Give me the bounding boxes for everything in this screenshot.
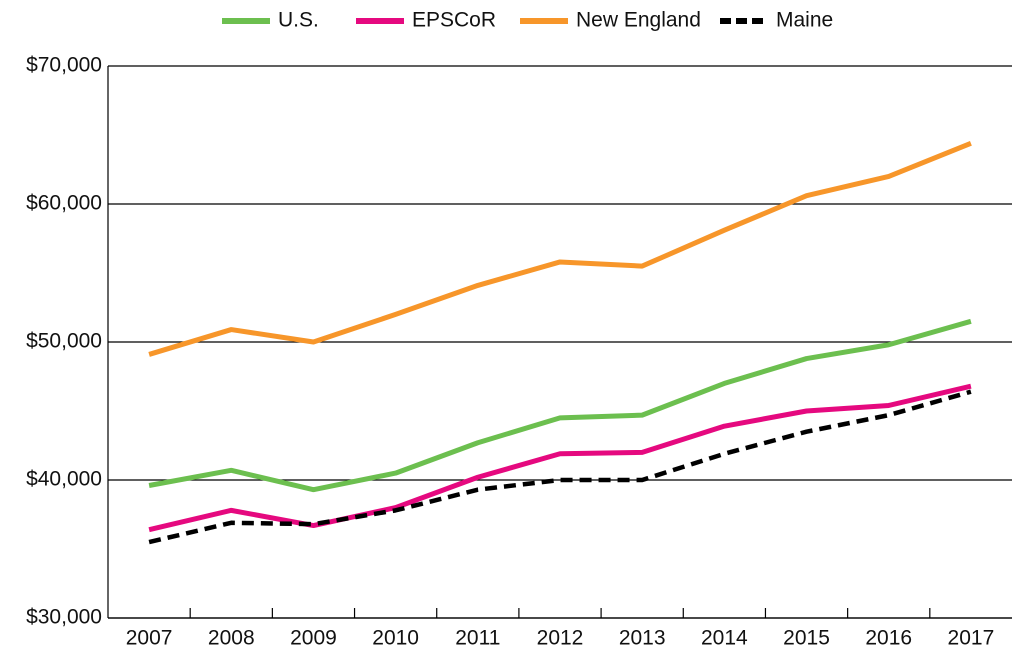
x-tick-label: 2017 <box>948 627 995 650</box>
x-tick-label: 2007 <box>126 627 173 650</box>
x-tick-label: 2010 <box>372 627 419 650</box>
x-tick-label: 2015 <box>783 627 830 650</box>
legend-label: EPSCoR <box>412 9 496 32</box>
x-tick-label: 2012 <box>537 627 584 650</box>
line-series <box>148 389 972 545</box>
legend-label: New England <box>576 9 701 32</box>
x-tick-label: 2016 <box>865 627 912 650</box>
y-tick-label: $30,000 <box>26 606 102 629</box>
x-tick-label: 2014 <box>701 627 748 650</box>
x-tick-label: 2009 <box>290 627 337 650</box>
x-tick-label: 2011 <box>455 627 500 650</box>
line-series <box>148 318 972 493</box>
y-tick-label: $70,000 <box>26 54 102 77</box>
line-series <box>148 140 972 357</box>
y-tick-label: $60,000 <box>26 192 102 215</box>
line-series <box>148 383 972 533</box>
x-tick-label: 2013 <box>619 627 666 650</box>
y-tick-label: $50,000 <box>26 330 102 353</box>
x-tick-label: 2008 <box>208 627 255 650</box>
legend-label: Maine <box>776 9 833 32</box>
y-tick-label: $40,000 <box>26 468 102 491</box>
legend-label: U.S. <box>278 9 319 32</box>
